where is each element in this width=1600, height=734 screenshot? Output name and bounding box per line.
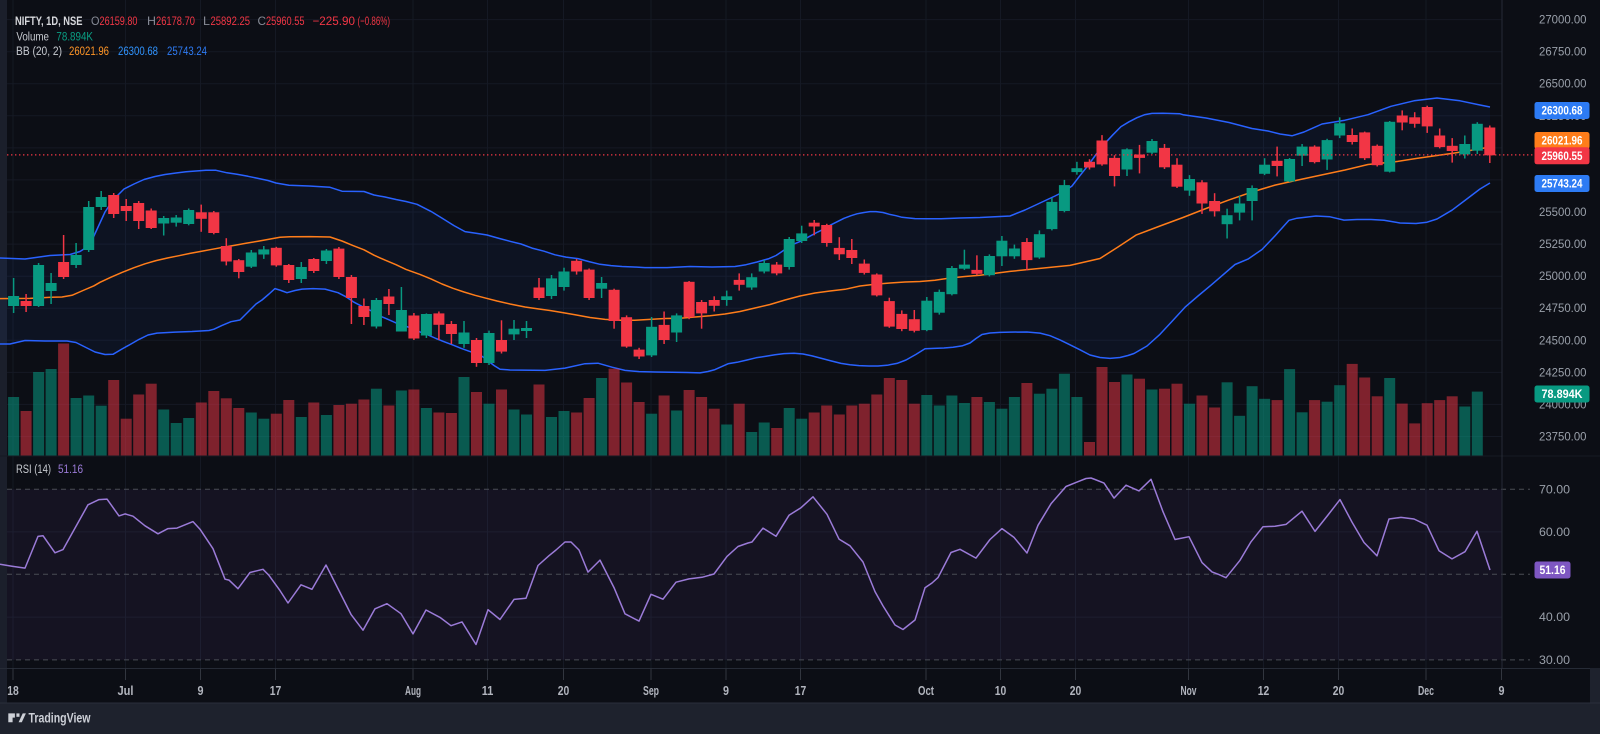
svg-text:26021.96: 26021.96	[69, 46, 109, 58]
svg-text:TradingView: TradingView	[29, 711, 91, 726]
svg-text:Oct: Oct	[918, 683, 934, 698]
svg-text:18: 18	[7, 683, 19, 698]
svg-text:12: 12	[1258, 683, 1270, 698]
svg-text:26021.96: 26021.96	[1542, 134, 1583, 148]
svg-text:C: C	[258, 14, 267, 28]
svg-text:O: O	[91, 14, 100, 28]
svg-text:25000.00: 25000.00	[1539, 271, 1587, 283]
svg-text:25743.24: 25743.24	[1542, 177, 1583, 191]
svg-text:26300.68: 26300.68	[1542, 104, 1583, 118]
svg-text:25743.24: 25743.24	[167, 46, 208, 58]
svg-text:25960.55: 25960.55	[1542, 149, 1583, 163]
svg-text:26178.70: 26178.70	[156, 14, 195, 28]
svg-text:24750.00: 24750.00	[1539, 303, 1587, 315]
svg-text:23750.00: 23750.00	[1539, 432, 1587, 444]
svg-text:26300.68: 26300.68	[118, 46, 158, 58]
svg-text:26500.00: 26500.00	[1539, 79, 1587, 91]
svg-text:40.00: 40.00	[1539, 612, 1570, 624]
svg-text:26159.80: 26159.80	[100, 14, 138, 28]
svg-text:9: 9	[723, 683, 729, 698]
svg-text:Dec: Dec	[1418, 683, 1434, 698]
svg-text:17: 17	[270, 683, 282, 698]
svg-text:17: 17	[795, 683, 807, 698]
svg-text:24500.00: 24500.00	[1539, 335, 1587, 347]
svg-text:9: 9	[198, 683, 204, 698]
svg-text:25250.00: 25250.00	[1539, 239, 1587, 251]
svg-text:−225.90: −225.90	[313, 14, 356, 28]
svg-text:24250.00: 24250.00	[1539, 367, 1587, 379]
svg-text:25892.25: 25892.25	[211, 14, 251, 28]
svg-text:Aug: Aug	[405, 683, 421, 698]
svg-text:30.00: 30.00	[1539, 655, 1570, 667]
svg-text:(−0.86%): (−0.86%)	[358, 14, 391, 28]
svg-text:NIFTY, 1D, NSE: NIFTY, 1D, NSE	[15, 14, 83, 28]
svg-text:51.16: 51.16	[58, 464, 83, 476]
svg-text:78.894K: 78.894K	[56, 31, 93, 43]
svg-text:70.00: 70.00	[1539, 484, 1570, 496]
svg-text:9: 9	[1499, 683, 1505, 698]
svg-text:Nov: Nov	[1181, 683, 1197, 698]
svg-text:26750.00: 26750.00	[1539, 47, 1587, 59]
svg-text:BB (20, 2): BB (20, 2)	[16, 46, 62, 58]
svg-text:H: H	[147, 14, 156, 28]
svg-text:Volume: Volume	[16, 31, 49, 43]
svg-text:25960.55: 25960.55	[266, 14, 305, 28]
svg-text:27000.00: 27000.00	[1539, 15, 1587, 27]
svg-text:78.894K: 78.894K	[1542, 387, 1583, 401]
svg-text:51.16: 51.16	[1540, 563, 1566, 577]
svg-text:11: 11	[482, 683, 494, 698]
svg-text:RSI (14): RSI (14)	[16, 464, 51, 476]
svg-text:Jul: Jul	[118, 683, 134, 698]
svg-text:60.00: 60.00	[1539, 527, 1570, 539]
svg-text:25500.00: 25500.00	[1539, 207, 1587, 219]
svg-text:20: 20	[558, 683, 570, 698]
svg-text:20: 20	[1333, 683, 1345, 698]
svg-text:L: L	[203, 14, 210, 28]
svg-text:Sep: Sep	[643, 683, 659, 698]
svg-text:10: 10	[995, 683, 1007, 698]
svg-text:20: 20	[1070, 683, 1082, 698]
